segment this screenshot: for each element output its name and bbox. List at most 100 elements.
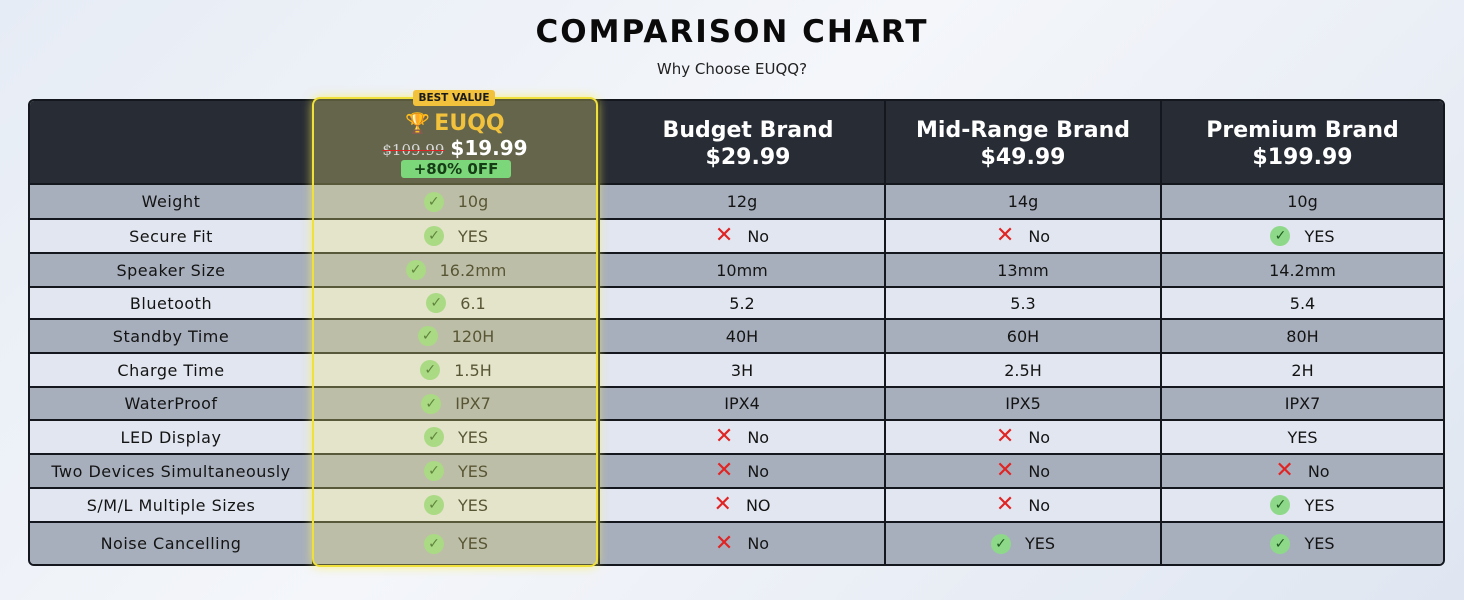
check-icon: ✓ xyxy=(417,326,438,346)
comparison-cell: 10g xyxy=(1162,185,1443,218)
comparison-cell: 80H xyxy=(1162,320,1443,352)
cross-icon: ✕ xyxy=(714,223,734,248)
table-row: Charge Time ✓ 1.5H 3H 2.5H 2H xyxy=(30,352,1443,386)
check-icon: ✓ xyxy=(421,393,442,414)
comparison-cell: ✕ No xyxy=(1162,455,1443,487)
brand-price: $199.99 xyxy=(1252,145,1353,170)
comparison-cell: ✓ YES xyxy=(314,523,598,564)
cell-value: YES xyxy=(1024,534,1056,553)
feature-label: Noise Cancelling xyxy=(100,534,242,553)
cell-value: YES xyxy=(457,461,489,481)
cell-value: No xyxy=(1028,427,1051,447)
check-icon: ✓ xyxy=(423,533,444,554)
column-divider xyxy=(598,101,600,564)
comparison-cell: ✓ 120H xyxy=(314,320,598,352)
check-icon: ✓ xyxy=(420,360,441,380)
cell-value: No xyxy=(1028,226,1051,246)
cell-value: 14g xyxy=(1007,192,1039,211)
check-icon: ✓ xyxy=(405,260,426,280)
cell-value: No xyxy=(1028,495,1051,515)
check-icon: ✓ xyxy=(423,495,444,515)
euqq-price: $19.99 xyxy=(450,136,528,160)
euqq-brand-name: EUQQ xyxy=(434,111,505,136)
cell-value: YES xyxy=(1304,226,1335,246)
header-mid-range-brand: Mid-Range Brand $49.99 xyxy=(886,101,1160,185)
feature-label: LED Display xyxy=(120,427,222,447)
feature-label: Two Devices Simultaneously xyxy=(51,461,291,481)
cell-value: IPX7 xyxy=(1284,394,1321,413)
comparison-cell: ✓ YES xyxy=(1162,489,1443,521)
feature-label: Standby Time xyxy=(112,326,230,346)
check-icon: ✓ xyxy=(423,191,444,212)
cell-value: 120H xyxy=(451,326,495,346)
comparison-cell: ✕ No xyxy=(886,220,1160,252)
cell-value: 2H xyxy=(1291,360,1314,380)
check-icon: ✓ xyxy=(990,533,1011,554)
comparison-cell: ✓ YES xyxy=(314,455,598,487)
euqq-brand-title: 🏆 EUQQ xyxy=(312,110,598,137)
cross-icon: ✕ xyxy=(995,458,1015,483)
cross-icon: ✕ xyxy=(713,492,732,517)
cell-value: 10g xyxy=(457,192,489,211)
comparison-cell: ✕ No xyxy=(886,455,1160,487)
cell-value: 12g xyxy=(726,192,758,211)
comparison-cell: ✕ No xyxy=(600,220,884,252)
cell-value: No xyxy=(1028,461,1051,481)
comparison-cell: 5.3 xyxy=(886,288,1160,318)
comparison-cell: ✓ YES xyxy=(314,421,598,453)
feature-label: Speaker Size xyxy=(116,260,226,280)
cell-value: YES xyxy=(457,226,489,246)
check-icon: ✓ xyxy=(1270,533,1291,554)
cell-value: YES xyxy=(457,534,489,553)
table-row: Bluetooth ✓ 6.1 5.2 5.3 5.4 xyxy=(30,286,1443,318)
comparison-cell: 60H xyxy=(886,320,1160,352)
cell-value: 1.5H xyxy=(454,360,492,380)
feature-label: S/M/L Multiple Sizes xyxy=(86,495,256,515)
cell-value: 16.2mm xyxy=(439,260,507,280)
feature-label: Charge Time xyxy=(117,360,225,380)
check-icon: ✓ xyxy=(423,461,444,481)
cell-value: 5.3 xyxy=(1010,293,1036,313)
comparison-cell: 5.2 xyxy=(600,288,884,318)
euqq-old-price: $109.99 xyxy=(382,141,445,159)
table-row: Speaker Size ✓ 16.2mm 10mm 13mm 14.2mm xyxy=(30,252,1443,286)
cross-icon: ✕ xyxy=(1275,458,1294,483)
comparison-cell: ✓ YES xyxy=(886,523,1160,564)
cell-value: IPX5 xyxy=(1005,394,1041,413)
check-icon: ✓ xyxy=(1270,495,1291,515)
table-row: WaterProof ✓ IPX7 IPX4 IPX5 IPX7 xyxy=(30,386,1443,419)
best-value-badge: BEST VALUE xyxy=(413,90,495,106)
cell-value: No xyxy=(747,226,770,246)
comparison-cell: YES xyxy=(1162,421,1443,453)
trophy-icon: 🏆 xyxy=(405,111,431,135)
comparison-cell: IPX4 xyxy=(600,388,884,419)
cross-icon: ✕ xyxy=(714,424,734,449)
table-row: LED Display ✓ YES ✕ No ✕ No YES xyxy=(30,419,1443,453)
check-icon: ✓ xyxy=(426,293,447,313)
column-divider xyxy=(1160,101,1162,564)
brand-price: $49.99 xyxy=(980,145,1066,170)
header-premium-brand: Premium Brand $199.99 xyxy=(1162,101,1443,185)
feature-label: Secure Fit xyxy=(129,226,213,246)
column-divider xyxy=(884,101,886,564)
table-row: Weight ✓ 10g 12g 14g 10g xyxy=(30,183,1443,218)
cell-value: 6.1 xyxy=(460,293,486,313)
comparison-cell: 3H xyxy=(600,354,884,386)
comparison-cell: 14.2mm xyxy=(1162,254,1443,286)
column-divider xyxy=(312,101,314,564)
comparison-cell: ✓ 10g xyxy=(314,185,598,218)
comparison-cell: ✕ No xyxy=(886,489,1160,521)
cell-value: 5.4 xyxy=(1289,293,1316,313)
comparison-cell: ✓ YES xyxy=(314,220,598,252)
table-row: Two Devices Simultaneously ✓ YES ✕ No ✕ No ✕ No xyxy=(30,453,1443,487)
comparison-cell: ✓ YES xyxy=(1162,220,1443,252)
comparison-cell: ✓ YES xyxy=(1162,523,1443,564)
cross-icon: ✕ xyxy=(714,458,734,483)
comparison-cell: ✕ NO xyxy=(600,489,884,521)
feature-label: Bluetooth xyxy=(129,293,213,313)
check-icon: ✓ xyxy=(423,226,444,246)
table-row: Standby Time ✓ 120H 40H 60H 80H xyxy=(30,318,1443,352)
comparison-cell: ✓ YES xyxy=(314,489,598,521)
comparison-cell: 13mm xyxy=(886,254,1160,286)
table-row: Noise Cancelling ✓ YES ✕ No ✓ YES ✓ YES xyxy=(30,521,1443,564)
